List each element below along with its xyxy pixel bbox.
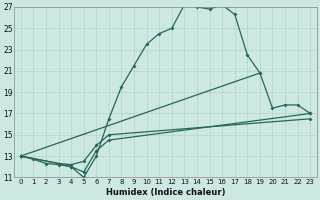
X-axis label: Humidex (Indice chaleur): Humidex (Indice chaleur) [106,188,225,197]
